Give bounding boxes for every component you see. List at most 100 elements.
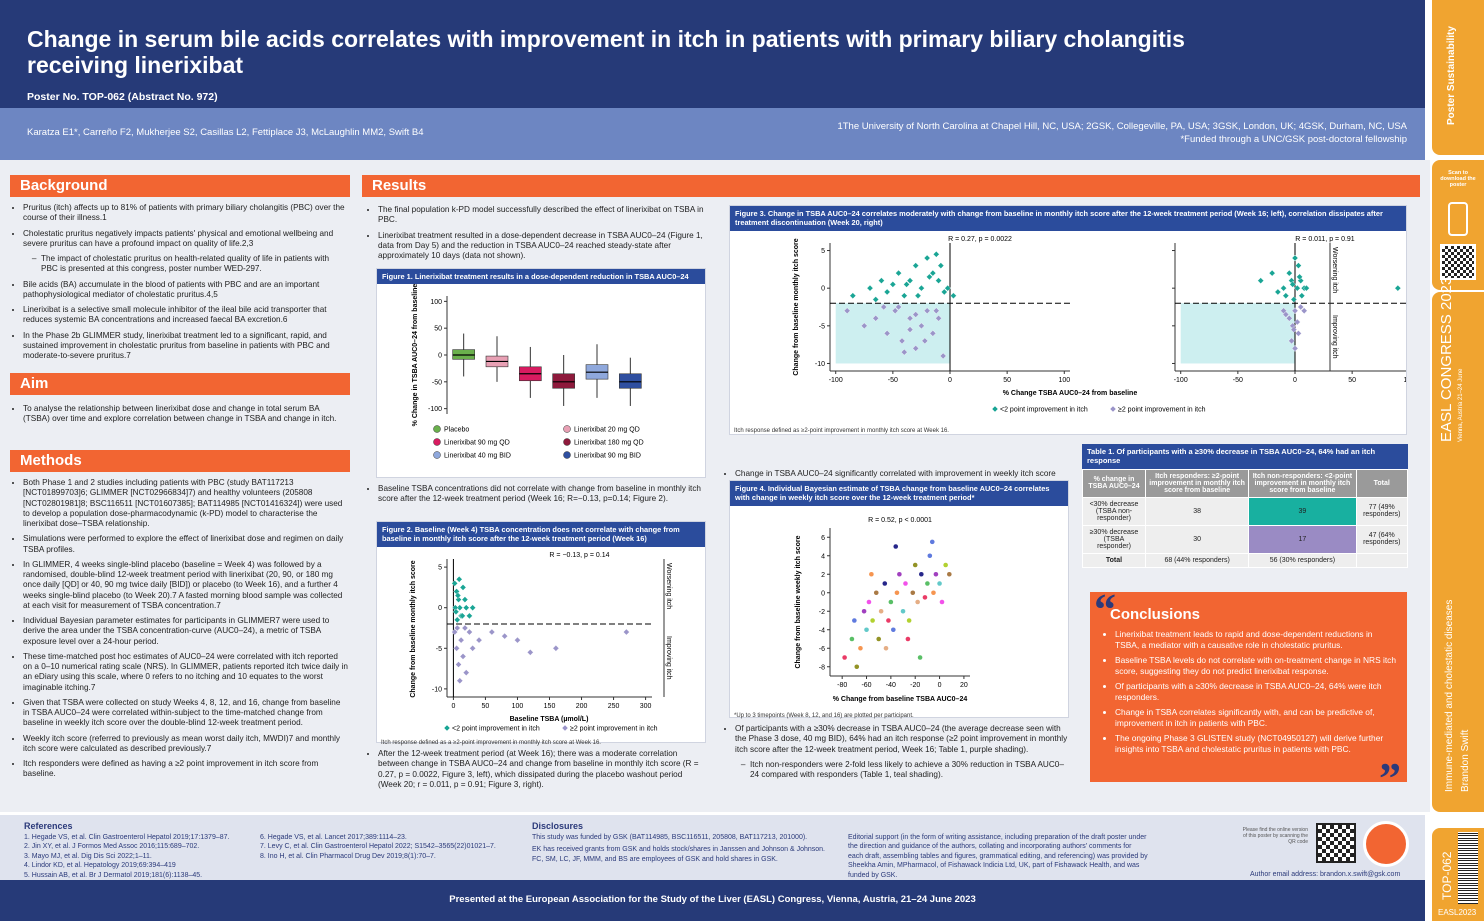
point [937, 261, 945, 269]
bullet: Linerixibat treatment resulted in a dose… [378, 231, 705, 262]
point [526, 648, 534, 656]
figure-title: Figure 2. Baseline (Week 4) TSBA concent… [377, 522, 705, 547]
point [866, 284, 874, 291]
point [906, 314, 914, 322]
point [891, 626, 896, 632]
point [1268, 269, 1276, 276]
point [883, 645, 889, 651]
point [1289, 280, 1296, 288]
point [895, 269, 902, 276]
bullet: Both Phase 1 and 2 studies including pat… [23, 478, 348, 529]
cell: 38 [1144, 496, 1250, 526]
x-tick-label: -50 [888, 377, 898, 384]
point [1288, 337, 1295, 344]
point [878, 276, 885, 284]
point [1300, 306, 1308, 314]
point [453, 616, 461, 623]
point [872, 314, 879, 322]
label-text: % Change in TSBA AUC0–24 from baseline [412, 284, 419, 426]
side-label: Worsening itch [1331, 247, 1338, 293]
references-heading: References [24, 821, 73, 831]
point [1295, 261, 1302, 269]
point [935, 314, 942, 322]
point [1291, 344, 1299, 352]
point [927, 552, 933, 558]
point [1295, 329, 1302, 337]
phone-icon [1448, 202, 1468, 236]
footnote: Itch response defined as ≥2-point improv… [734, 427, 949, 434]
cell: <30% decrease (TSBA non-responder) [1082, 496, 1146, 526]
authors: Karatza E1*, Carreño F2, Mukherjee S2, C… [27, 127, 424, 138]
point [933, 306, 940, 314]
point [456, 603, 464, 611]
bullet: Itch responders were defined as having a… [23, 759, 348, 780]
point [918, 284, 925, 291]
funding: *Funded through a UNC/GSK post-doctoral … [1180, 133, 1407, 145]
point [1294, 318, 1301, 325]
bullet: Of participants with a ≥30% decrease in … [1115, 681, 1397, 702]
label-text: Change from baseline weekly itch score [795, 535, 802, 668]
box-chart: -100 -50 0 50 100 % Change in TSBA AUC0–24 fr… [412, 284, 644, 460]
results-text: Of participants with a ≥30% decrease in … [722, 724, 1072, 785]
cell: 56 (30% responders) [1248, 552, 1357, 568]
bullet: Change in TSBA correlates significantly … [1115, 707, 1397, 728]
presenter: Brandon Swift [1460, 729, 1471, 792]
x-tick-label: 100 [512, 703, 524, 710]
sidebar-congress: EASL CONGRESS 2023 Vienna, Austria 21–24… [1432, 277, 1484, 812]
point [919, 571, 924, 577]
legend-label: Placebo [444, 427, 469, 434]
poster-no: Poster No. TOP-062 (Abstract No. 972) [27, 91, 218, 103]
topic: Immune-mediated and cholestatic diseases [1444, 599, 1455, 792]
point [453, 644, 460, 652]
header-cell: Itch responders: ≥2-point improvement in… [1144, 468, 1250, 498]
point [462, 603, 470, 611]
section-heading: Aim [10, 373, 350, 395]
footnote: Itch response defined as a ≥2-point impr… [381, 739, 601, 746]
conclusions-text: Linerixibat treatment leads to rapid and… [1102, 629, 1397, 759]
point [888, 599, 894, 604]
x-tick-label: 0 [948, 377, 952, 384]
point [552, 644, 560, 652]
point [923, 306, 931, 314]
point [459, 652, 467, 660]
point [461, 624, 469, 631]
row: ≥30% decrease (TSBA responder) 30 17 47 (64… [1082, 524, 1408, 554]
x-tick-label: 100 [1403, 377, 1406, 384]
disclosure-text: EK has received grants from GSK and hold… [532, 846, 825, 863]
y-tick-label: 0 [438, 353, 442, 360]
legend-swatch [563, 451, 571, 459]
bullet: Weekly itch score (referred to previousl… [23, 734, 348, 755]
point [873, 589, 879, 595]
point [925, 580, 930, 586]
cell: 47 (64% responders) [1355, 524, 1408, 554]
bullet: The final population k-PD model successf… [378, 205, 705, 226]
point [900, 608, 906, 614]
bullet: Individual Bayesian parameter estimates … [23, 616, 348, 647]
sidebar-logo: Poster Sustainability [1432, 0, 1484, 155]
x-tick-label: 200 [576, 703, 588, 710]
point [1282, 291, 1290, 299]
point [475, 636, 483, 643]
point [929, 329, 937, 337]
point [842, 654, 847, 660]
sub-list: The impact of cholestatic pruritus on he… [23, 254, 348, 275]
reference: 6. Hegade VS, et al. Lancet 2017;389:111… [260, 834, 407, 841]
point [929, 269, 937, 276]
affiliation-text: 1The University of North Carolina at Cha… [837, 121, 1407, 132]
point [922, 594, 928, 600]
bullet: After the 12-week treatment period (at W… [378, 749, 705, 790]
quote-mark: ” [1379, 754, 1401, 803]
y-tick-label: 0 [821, 285, 825, 292]
point [858, 645, 863, 651]
disclosures-heading: Disclosures [532, 821, 584, 831]
point [514, 636, 521, 643]
point [864, 626, 869, 632]
point [894, 589, 900, 595]
bullet: Cholestatic pruritus negatively impacts … [23, 229, 348, 250]
sub-bullet: Itch non-responders were 2-fold less lik… [750, 760, 1072, 781]
point [462, 668, 470, 676]
point [933, 250, 940, 258]
background-text: Pruritus (itch) affects up to 81% of pat… [10, 203, 348, 366]
